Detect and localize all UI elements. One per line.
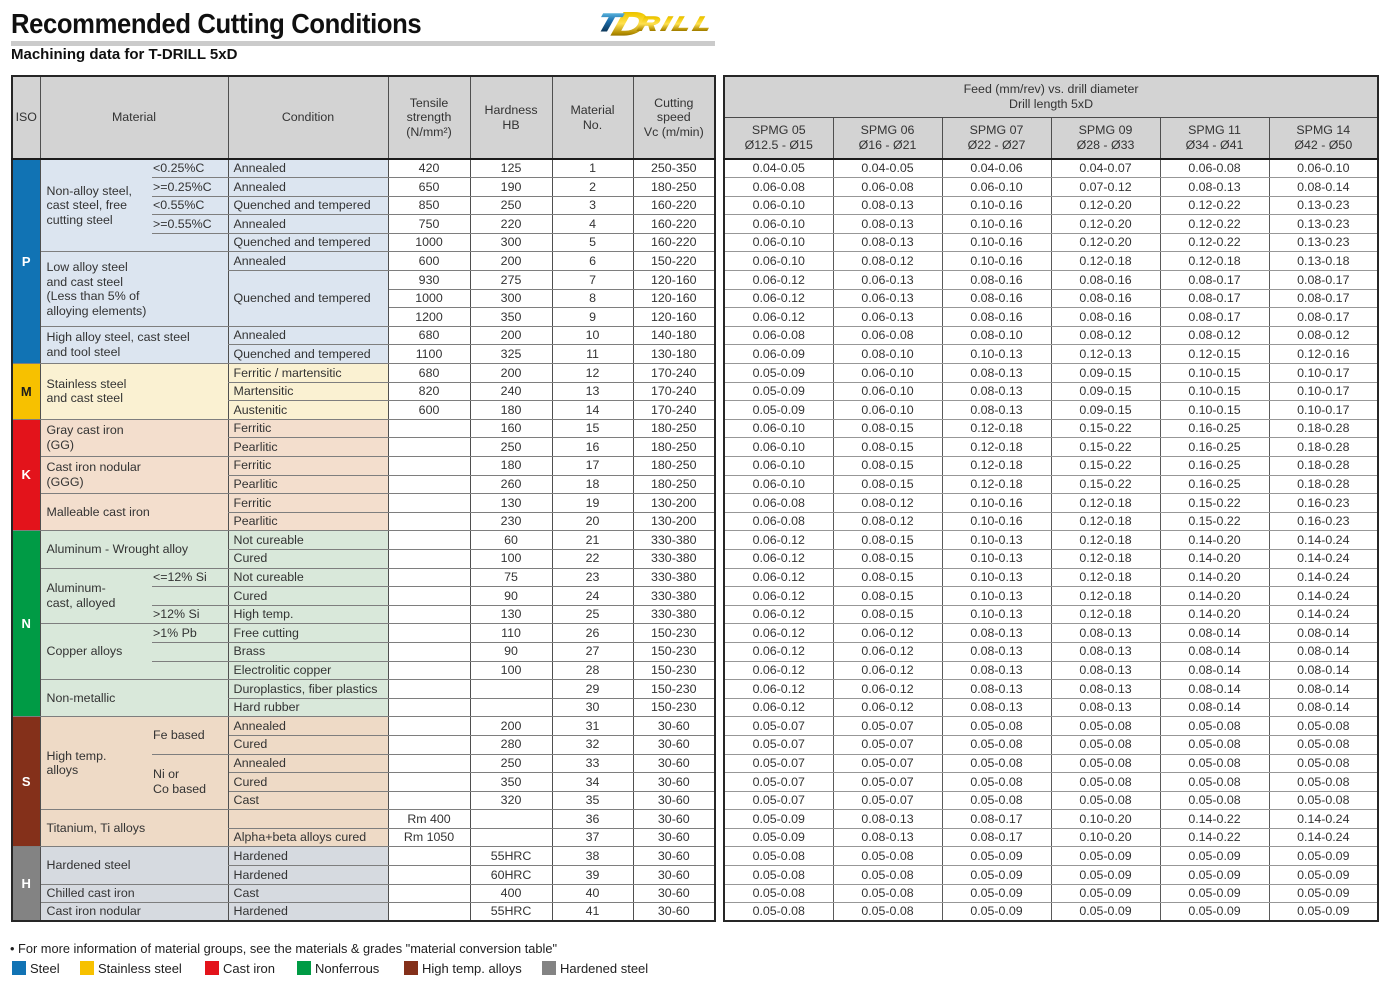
- svg-text:RILL: RILL: [635, 13, 717, 35]
